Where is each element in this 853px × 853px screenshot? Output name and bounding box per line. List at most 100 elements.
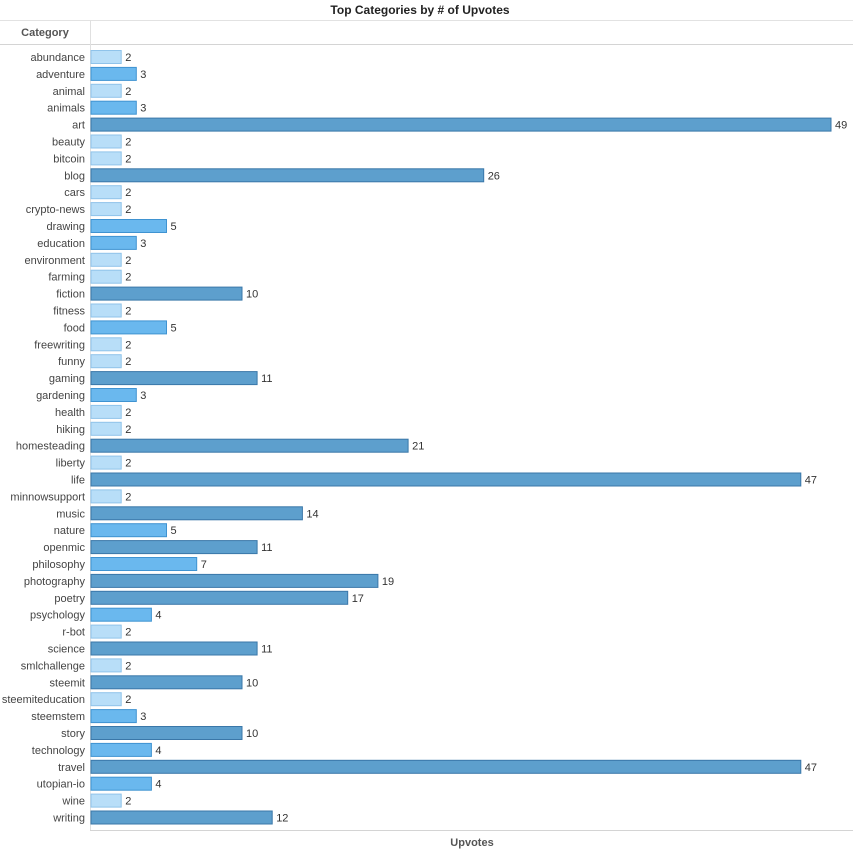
- category-label-steemiteducation: steemiteducation: [2, 694, 85, 706]
- value-label-photography: 19: [382, 576, 394, 588]
- bar-travel[interactable]: [90, 759, 802, 774]
- category-label-travel: travel: [58, 762, 85, 774]
- bar-utopian-io[interactable]: [90, 776, 152, 791]
- value-label-hiking: 2: [125, 424, 131, 436]
- value-label-poetry: 17: [352, 593, 364, 605]
- bar-abundance[interactable]: [90, 50, 122, 64]
- category-label-animals: animals: [47, 103, 85, 115]
- value-label-crypto-news: 2: [125, 204, 131, 216]
- value-label-openmic: 11: [261, 542, 272, 554]
- bar-psychology[interactable]: [90, 607, 152, 622]
- bar-r-bot[interactable]: [90, 624, 122, 639]
- bar-animals[interactable]: [90, 100, 137, 115]
- value-label-beauty: 2: [125, 137, 131, 149]
- bar-funny[interactable]: [90, 354, 122, 369]
- category-label-life: life: [71, 475, 85, 487]
- value-label-gardening: 3: [140, 390, 146, 402]
- category-label-beauty: beauty: [52, 137, 86, 149]
- category-label-blog: blog: [64, 170, 85, 182]
- bar-steemstem[interactable]: [90, 709, 137, 724]
- value-label-r-bot: 2: [125, 627, 131, 639]
- value-label-story: 10: [246, 728, 258, 740]
- category-label-health: health: [55, 407, 85, 419]
- value-label-adventure: 3: [140, 69, 146, 81]
- category-label-minnowsupport: minnowsupport: [10, 491, 85, 503]
- bar-gardening[interactable]: [90, 388, 137, 402]
- bar-steemiteducation[interactable]: [90, 692, 122, 707]
- category-label-music: music: [56, 508, 85, 520]
- value-label-travel: 47: [805, 762, 817, 774]
- bar-minnowsupport[interactable]: [90, 489, 122, 504]
- bar-wine[interactable]: [90, 793, 122, 808]
- category-label-cars: cars: [64, 187, 85, 199]
- bar-science[interactable]: [90, 641, 258, 656]
- value-label-blog: 26: [488, 170, 500, 182]
- value-label-science: 11: [261, 644, 272, 656]
- category-label-gardening: gardening: [36, 390, 85, 402]
- bar-cars[interactable]: [90, 185, 122, 200]
- bar-fitness[interactable]: [90, 303, 122, 318]
- bar-music[interactable]: [90, 506, 303, 521]
- bar-environment[interactable]: [90, 252, 122, 267]
- category-label-openmic: openmic: [43, 542, 85, 554]
- value-label-steemit: 10: [246, 677, 258, 689]
- bar-art[interactable]: [90, 117, 832, 132]
- chart-rows: abundance 2 adventure 3 animal 2 animals 3 art 49…: [2, 50, 847, 825]
- value-label-gaming: 11: [261, 373, 272, 385]
- bar-bitcoin[interactable]: [90, 151, 122, 166]
- value-label-abundance: 2: [125, 52, 131, 64]
- category-label-farming: farming: [48, 272, 85, 284]
- category-label-freewriting: freewriting: [34, 339, 85, 351]
- value-label-utopian-io: 4: [155, 779, 161, 791]
- row-header-label: Category: [21, 27, 70, 39]
- bar-openmic[interactable]: [90, 540, 258, 555]
- bar-technology[interactable]: [90, 742, 152, 757]
- category-label-technology: technology: [32, 745, 86, 757]
- bar-steemit[interactable]: [90, 675, 243, 690]
- value-label-nature: 5: [171, 525, 177, 537]
- bar-blog[interactable]: [90, 168, 485, 183]
- category-label-drawing: drawing: [46, 221, 85, 233]
- bar-health[interactable]: [90, 404, 122, 419]
- value-label-farming: 2: [125, 272, 131, 284]
- value-label-homesteading: 21: [412, 441, 424, 453]
- value-label-life: 47: [805, 475, 817, 487]
- category-label-liberty: liberty: [56, 458, 86, 470]
- category-label-wine: wine: [61, 796, 85, 808]
- bar-freewriting[interactable]: [90, 337, 122, 352]
- bar-story[interactable]: [90, 726, 243, 740]
- bar-gaming[interactable]: [90, 371, 258, 386]
- bar-smlchallenge[interactable]: [90, 658, 122, 673]
- bar-homesteading[interactable]: [90, 438, 409, 453]
- bar-farming[interactable]: [90, 269, 122, 284]
- value-label-education: 3: [140, 238, 146, 250]
- category-label-smlchallenge: smlchallenge: [21, 660, 85, 672]
- bar-photography[interactable]: [90, 573, 379, 588]
- bar-fiction[interactable]: [90, 286, 243, 301]
- bar-animal[interactable]: [90, 83, 122, 98]
- bar-beauty[interactable]: [90, 134, 122, 149]
- bar-life[interactable]: [90, 472, 802, 487]
- category-label-r-bot: r-bot: [62, 627, 85, 639]
- category-label-photography: photography: [24, 576, 86, 588]
- value-label-fitness: 2: [125, 306, 131, 318]
- bar-food[interactable]: [90, 320, 167, 335]
- bar-liberty[interactable]: [90, 455, 122, 470]
- category-label-art: art: [72, 120, 85, 132]
- x-axis-label: Upvotes: [450, 837, 493, 849]
- bar-adventure[interactable]: [90, 66, 137, 81]
- value-label-health: 2: [125, 407, 131, 419]
- bar-hiking[interactable]: [90, 421, 122, 436]
- bar-crypto-news[interactable]: [90, 202, 122, 217]
- bar-philosophy[interactable]: [90, 557, 198, 571]
- category-label-poetry: poetry: [54, 593, 85, 605]
- bar-poetry[interactable]: [90, 590, 349, 605]
- bar-nature[interactable]: [90, 523, 167, 538]
- category-label-bitcoin: bitcoin: [53, 153, 85, 165]
- bar-writing[interactable]: [90, 810, 273, 825]
- category-label-steemstem: steemstem: [31, 711, 85, 723]
- bar-education[interactable]: [90, 235, 137, 250]
- value-label-steemiteducation: 2: [125, 694, 131, 706]
- value-label-music: 14: [306, 508, 318, 520]
- bar-drawing[interactable]: [90, 219, 167, 233]
